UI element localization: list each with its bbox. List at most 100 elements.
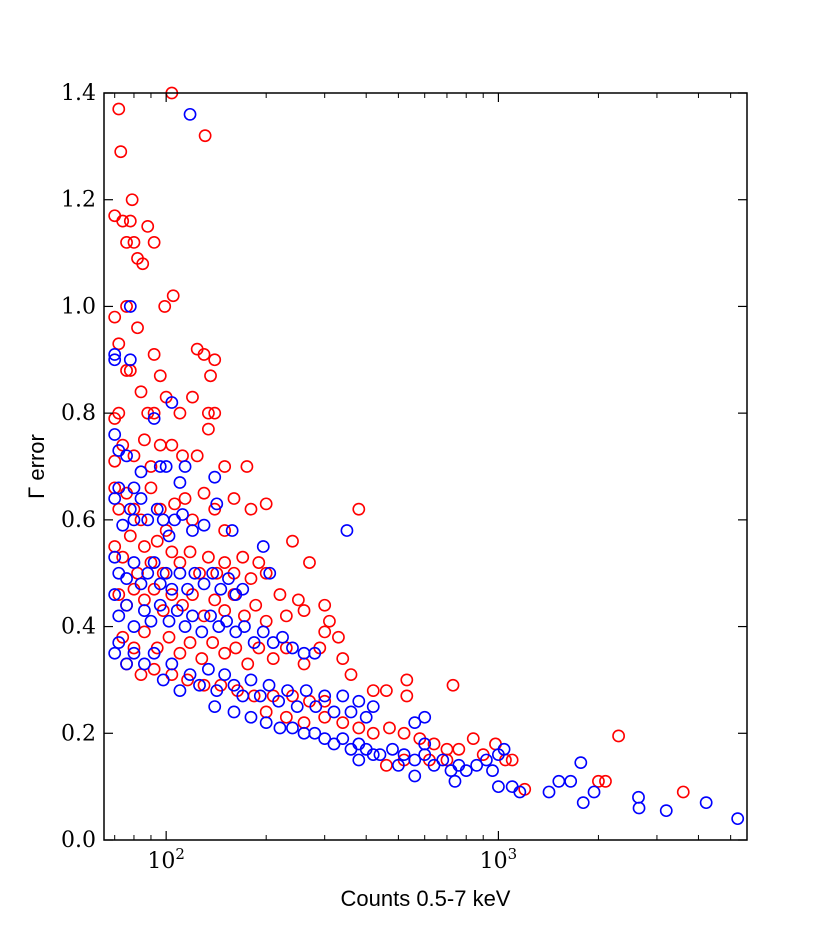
data-point-series-1 — [147, 348, 161, 361]
data-point-series-1 — [197, 348, 211, 361]
data-point-series-1 — [131, 321, 144, 335]
data-point-series-1 — [236, 550, 250, 564]
data-point-series-1 — [259, 566, 273, 580]
data-point-series-1 — [134, 385, 148, 399]
data-point-series-1 — [676, 785, 690, 799]
data-point-series-1 — [259, 614, 273, 628]
data-point-series-1 — [120, 235, 133, 249]
data-point-series-2 — [134, 465, 148, 479]
data-point-series-2 — [408, 769, 422, 783]
data-point-series-1 — [112, 406, 126, 420]
data-point-series-1 — [318, 625, 332, 639]
data-point-series-2 — [156, 673, 170, 687]
data-point-series-2 — [162, 614, 176, 628]
data-point-series-1 — [227, 492, 241, 505]
data-point-series-1 — [208, 406, 222, 420]
data-point-series-1 — [137, 433, 151, 447]
data-point-series-2 — [165, 657, 179, 671]
data-point-series-2 — [731, 812, 745, 826]
data-point-series-1 — [201, 422, 215, 436]
data-point-series-2 — [256, 625, 270, 639]
data-point-series-2 — [108, 428, 122, 441]
data-point-series-2 — [418, 710, 432, 724]
data-point-series-1 — [127, 235, 141, 249]
data-point-series-2 — [144, 614, 158, 628]
data-point-series-2 — [227, 705, 241, 719]
data-point-series-2 — [127, 556, 141, 569]
data-point-series-1 — [165, 545, 179, 559]
data-point-series-2 — [408, 753, 422, 767]
data-point-series-1 — [266, 652, 280, 665]
data-point-series-2 — [173, 566, 187, 580]
data-point-series-2 — [127, 481, 141, 495]
data-point-series-2 — [134, 492, 148, 505]
data-point-series-1 — [599, 774, 612, 788]
data-point-series-1 — [279, 609, 293, 623]
y-tick-label: 1.4 — [61, 81, 96, 106]
data-point-series-2 — [197, 518, 211, 532]
data-point-series-2 — [153, 460, 167, 473]
data-point-series-1 — [244, 572, 258, 585]
data-point-series-1 — [400, 673, 414, 687]
data-point-series-2 — [259, 716, 273, 730]
data-point-series-1 — [116, 550, 130, 564]
data-point-series-2 — [183, 668, 197, 681]
data-point-series-2 — [210, 684, 224, 697]
data-point-series-1 — [123, 529, 137, 543]
data-point-series-2 — [266, 636, 280, 649]
ticks-layer: 0.0 0.2 0.4 0.6 0.8 1.0 1.2 1.4 102 103 — [61, 81, 747, 874]
data-point-series-2 — [153, 577, 167, 591]
data-point-series-1 — [147, 406, 161, 420]
data-point-series-2 — [587, 785, 601, 799]
data-point-series-2 — [188, 566, 202, 580]
data-point-series-2 — [218, 668, 232, 681]
data-point-series-2 — [352, 753, 366, 767]
data-point-series-2 — [286, 641, 299, 655]
data-point-series-2 — [286, 721, 299, 735]
data-point-series-2 — [173, 476, 187, 489]
data-point-series-1 — [112, 337, 126, 351]
data-point-series-1 — [241, 657, 255, 671]
data-point-series-2 — [344, 705, 358, 719]
data-point-series-2 — [112, 636, 126, 649]
data-point-series-1 — [134, 668, 148, 681]
data-point-series-1 — [208, 353, 222, 367]
data-point-series-2 — [147, 412, 161, 425]
data-point-series-1 — [137, 625, 151, 639]
y-tick-label: 1.0 — [61, 294, 96, 319]
data-point-series-1 — [197, 609, 211, 623]
data-point-series-1 — [165, 438, 179, 452]
data-point-series-2 — [359, 710, 373, 724]
data-point-series-1 — [336, 716, 350, 730]
data-point-series-1 — [134, 513, 148, 527]
data-point-series-1 — [108, 540, 122, 553]
data-point-series-1 — [446, 678, 460, 692]
data-point-series-1 — [176, 449, 189, 463]
data-point-series-1 — [197, 678, 211, 692]
data-point-series-1 — [195, 652, 209, 665]
data-point-series-2 — [108, 492, 122, 505]
data-point-series-2 — [208, 470, 222, 484]
data-point-series-2 — [352, 694, 366, 708]
data-point-series-2 — [159, 566, 173, 580]
data-point-series-1 — [208, 593, 222, 607]
data-point-series-1 — [153, 438, 167, 452]
data-point-series-1 — [197, 486, 211, 500]
data-point-series-2 — [373, 748, 387, 762]
data-point-series-1 — [125, 193, 139, 207]
data-point-series-2 — [276, 630, 289, 644]
data-point-series-1 — [612, 729, 625, 743]
data-point-series-2 — [699, 796, 713, 810]
data-point-series-2 — [238, 620, 251, 633]
data-point-series-1 — [141, 219, 155, 233]
data-point-series-2 — [236, 582, 250, 596]
data-point-series-1 — [183, 636, 197, 649]
data-point-series-2 — [513, 785, 527, 799]
data-point-series-2 — [576, 796, 590, 810]
data-point-series-1 — [252, 556, 266, 569]
data-point-series-1 — [198, 129, 212, 143]
data-point-series-1 — [144, 481, 158, 495]
data-point-series-1 — [137, 540, 151, 553]
data-point-series-2 — [397, 748, 411, 762]
data-point-series-1 — [201, 550, 215, 564]
